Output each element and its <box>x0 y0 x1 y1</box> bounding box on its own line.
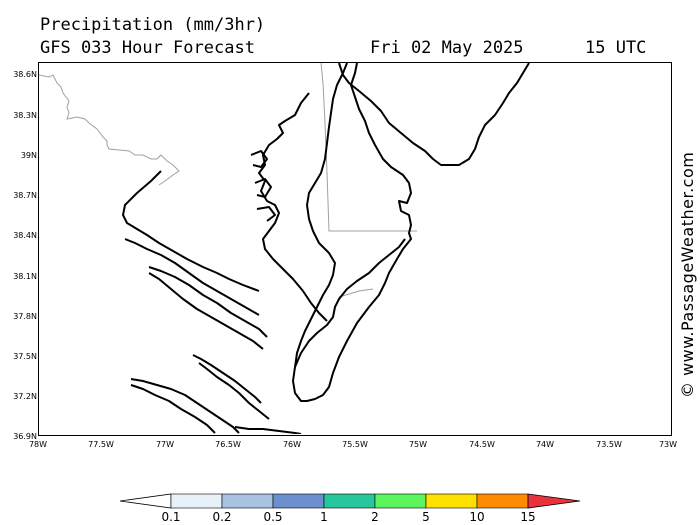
chesapeake-east-shore <box>294 63 348 368</box>
forecast-date: Fri 02 May 2025 <box>370 38 524 58</box>
lon-label: 75W <box>408 440 428 449</box>
site-credit: © www.PassageWeather.com <box>678 151 697 398</box>
virginia-west-border <box>39 74 180 186</box>
colorbar-over-arrow <box>527 493 581 509</box>
lat-label: 36.9N <box>13 432 37 441</box>
lon-label: 74W <box>535 440 555 449</box>
coastlines <box>122 63 530 434</box>
lon-label: 73.5W <box>596 440 622 449</box>
colorbar-label: 0.1 <box>161 510 181 524</box>
colorbar-bin <box>374 493 427 509</box>
lat-label: 38.7N <box>13 191 37 200</box>
james-river <box>130 378 240 434</box>
chart-title: Precipitation (mm/3hr) <box>40 15 266 35</box>
lon-label: 77.5W <box>88 440 114 449</box>
colorbar-bin <box>170 493 223 509</box>
delaware-bay-coast <box>292 63 412 402</box>
precip-colorbar <box>119 493 581 509</box>
colorbar-under-arrow <box>119 493 172 509</box>
lat-label: 38.3N <box>13 111 37 120</box>
colorbar-bin <box>221 493 274 509</box>
lat-label: 39N <box>20 151 37 160</box>
colorbar-bin <box>425 493 478 509</box>
lat-label: 38.4N <box>13 231 37 240</box>
inner-bay-island-3 <box>256 206 276 222</box>
colorbar-bin <box>272 493 325 509</box>
lon-label: 76.5W <box>215 440 241 449</box>
lat-label: 38.6N <box>13 70 37 79</box>
colorbar-label: 10 <box>469 510 485 524</box>
colorbar-label: 1 <box>320 510 328 524</box>
md-va-border <box>338 288 374 298</box>
inner-bay-island-1 <box>250 150 268 168</box>
potomac-river-north <box>122 170 260 292</box>
hampton-roads <box>234 426 302 434</box>
york-river-south <box>198 362 270 420</box>
forecast-time: 15 UTC <box>585 38 647 58</box>
inner-bay-island-2 <box>254 178 272 198</box>
map-panel[interactable] <box>38 62 672 436</box>
colorbar-label: 5 <box>422 510 430 524</box>
colorbar-label: 2 <box>371 510 379 524</box>
lat-label: 38.1N <box>13 272 37 281</box>
lat-label: 37.2N <box>13 392 37 401</box>
potomac-river-south <box>124 238 260 316</box>
lat-label: 37.5N <box>13 352 37 361</box>
lon-label: 78W <box>28 440 48 449</box>
lon-label: 75.5W <box>342 440 368 449</box>
lon-label: 74.5W <box>469 440 495 449</box>
james-river-south <box>130 384 216 434</box>
colorbar-label: 0.2 <box>212 510 232 524</box>
colorbar-label: 15 <box>520 510 536 524</box>
chesapeake-west-shore <box>258 92 328 322</box>
forecast-subtitle: GFS 033 Hour Forecast <box>40 38 255 58</box>
new-jersey-coast <box>338 63 530 166</box>
rappahannock-south <box>148 272 264 350</box>
colorbar-bin <box>323 493 376 509</box>
lon-label: 77W <box>155 440 175 449</box>
coastline-map <box>39 63 530 434</box>
colorbar-label: 0.5 <box>263 510 283 524</box>
rappahannock-north <box>148 266 268 338</box>
colorbar-bin <box>476 493 529 509</box>
state-borders <box>39 63 417 298</box>
york-river <box>192 354 262 404</box>
lon-label: 73W <box>658 440 678 449</box>
md-de-border <box>320 63 417 232</box>
lon-label: 76W <box>282 440 302 449</box>
lat-label: 37.8N <box>13 312 37 321</box>
